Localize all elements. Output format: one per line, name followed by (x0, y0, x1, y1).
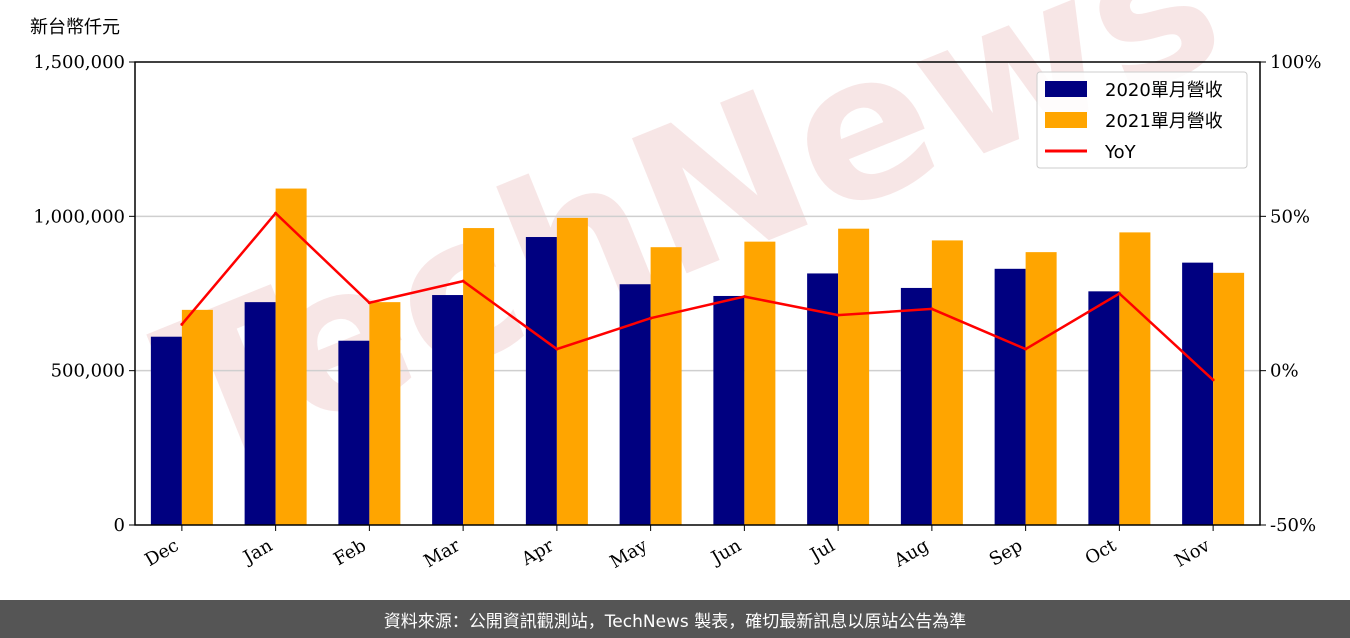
yoy-point (930, 307, 934, 311)
legend-box (1036, 71, 1248, 169)
bar-2020 (244, 302, 276, 525)
y-left-tick-label: 500,000 (51, 361, 125, 382)
y-left-tick-label: 0 (114, 515, 125, 536)
bar-2020 (525, 237, 557, 525)
x-tick-label: Oct (1082, 535, 1121, 570)
x-tick-label: Feb (330, 535, 370, 570)
unit-label: 新台幣仟元 (30, 17, 120, 38)
bar-2020 (713, 295, 745, 525)
source-footer: 資料來源：公開資訊觀測站，TechNews 製表，確切最新訊息以原站公告為準 (0, 600, 1350, 638)
yoy-point (649, 316, 653, 320)
yoy-point (1024, 347, 1028, 351)
legend-swatch (1045, 81, 1087, 97)
yoy-line (180, 211, 1215, 382)
bar-2021 (275, 188, 307, 525)
yoy-point (836, 313, 840, 317)
bar-2020 (994, 268, 1026, 525)
legend-label: 2021單月營收 (1105, 111, 1223, 132)
x-tick-label: Aug (890, 535, 933, 572)
bar-2021 (556, 217, 588, 526)
legend-label: 2020單月營收 (1105, 80, 1223, 101)
revenue-chart: TechNews 0500,0001,000,0001,500,000-50%0… (30, 0, 1321, 573)
bar-2021 (369, 302, 401, 525)
yoy-point (1117, 292, 1121, 295)
yoy-point (461, 279, 465, 283)
legend-swatch (1045, 112, 1087, 128)
plot-frame (134, 61, 1261, 526)
x-tick-label: Sep (986, 535, 1026, 570)
yoy-point (274, 211, 278, 215)
yoy-point (555, 347, 559, 351)
grid (135, 215, 1260, 372)
y-left-tick-label: 1,000,000 (33, 206, 125, 227)
x-tick-label: Jan (238, 535, 276, 569)
y-right-tick-label: -50% (1270, 515, 1316, 536)
bar-2021 (931, 240, 963, 525)
yoy-point (1211, 378, 1215, 382)
bar-2020 (1182, 262, 1214, 525)
bar-2021 (650, 247, 682, 525)
bar-2020 (900, 287, 932, 525)
legend: 2020單月營收 2021單月營收 YoY (1036, 71, 1248, 169)
yoy-point (367, 301, 371, 305)
bar-2021 (838, 228, 870, 525)
x-tick-label: Apr (517, 535, 557, 570)
bar-2021 (1025, 252, 1057, 525)
x-tick-label: Jul (805, 535, 839, 567)
bar-2020 (150, 336, 182, 525)
bars (150, 188, 1245, 526)
y-right-tick-label: 100% (1270, 52, 1321, 73)
x-tick-label: May (607, 535, 652, 573)
legend-label: YoY (1104, 142, 1137, 163)
x-tick-label: Mar (420, 535, 464, 572)
bar-2020 (1088, 291, 1120, 525)
yoy-point (180, 322, 184, 326)
bar-2020 (338, 340, 370, 525)
yoy-point (742, 295, 746, 299)
bar-2021 (181, 309, 213, 525)
bar-2021 (1213, 272, 1245, 525)
x-tick-label: Nov (1171, 535, 1214, 572)
y-right-tick-label: 0% (1270, 361, 1299, 382)
bar-2020 (432, 295, 464, 525)
x-tick-label: Dec (141, 535, 182, 571)
bar-2020 (807, 273, 839, 525)
x-tick-label: Jun (706, 535, 745, 570)
bar-2021 (1119, 232, 1151, 525)
y-left-tick-label: 1,500,000 (33, 52, 125, 73)
yoy-polyline (180, 211, 1214, 381)
bar-2021 (463, 228, 495, 525)
bar-2021 (744, 241, 776, 526)
y-right-tick-label: 50% (1270, 206, 1310, 227)
